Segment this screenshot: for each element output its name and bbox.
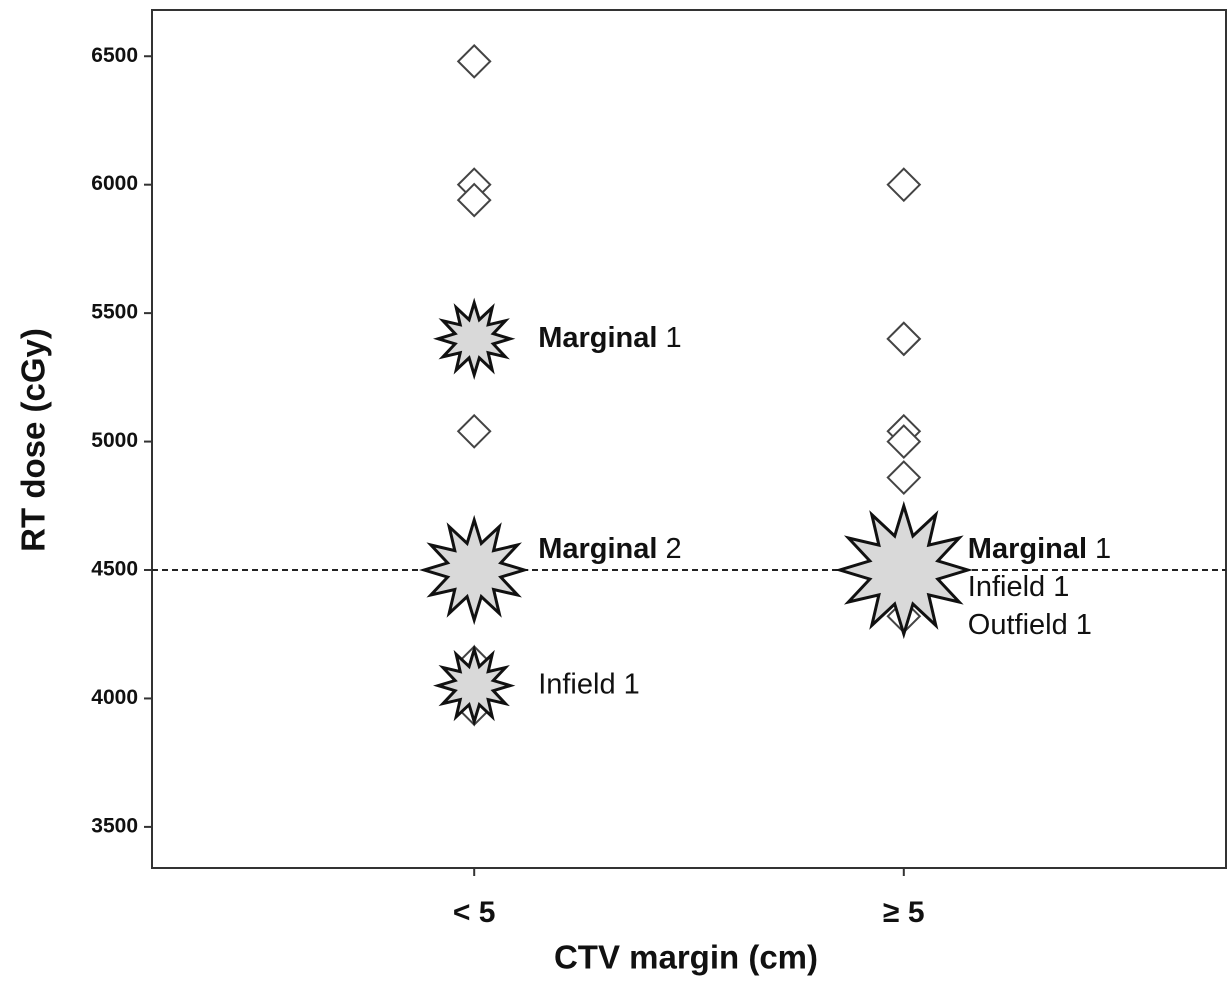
annotation: Marginal 1 — [968, 533, 1111, 565]
annotation-count: 1 — [624, 668, 640, 700]
annotation: Marginal 1 — [538, 321, 681, 353]
annotation-kind: Marginal — [968, 533, 1087, 565]
diamond-marker — [886, 460, 922, 495]
y-tick-label: 4000 — [91, 686, 138, 709]
y-tick-label: 3500 — [91, 814, 138, 837]
diamond-marker — [456, 43, 492, 79]
annotation: Infield 1 — [968, 571, 1070, 603]
annotation: Infield 1 — [538, 668, 640, 700]
star-marker — [433, 644, 516, 727]
star-marker — [419, 514, 530, 626]
annotation-kind: Infield — [968, 571, 1045, 603]
x-axis-title: CTV margin (cm) — [554, 939, 818, 976]
annotation-kind: Infield — [538, 668, 615, 700]
plot-frame — [151, 9, 1227, 869]
annotation-count: 1 — [665, 321, 681, 353]
y-tick-label: 5500 — [91, 301, 138, 324]
diamond-marker — [886, 424, 922, 459]
annotation: Outfield 1 — [968, 609, 1092, 641]
diamond-marker — [456, 413, 492, 449]
y-tick-label: 5000 — [91, 429, 138, 452]
annotation-count: 1 — [1053, 571, 1069, 603]
diamond-marker — [456, 182, 492, 218]
annotation-count: 1 — [1095, 533, 1111, 565]
annotation-count: 2 — [665, 533, 681, 565]
star-marker — [834, 500, 973, 640]
annotation-kind: Marginal — [538, 533, 657, 565]
y-tick-label: 6000 — [91, 172, 138, 195]
star-marker — [433, 297, 516, 380]
annotation: Marginal 2 — [538, 533, 681, 565]
y-axis-title: RT dose (cGy) — [15, 328, 52, 552]
annotation-kind: Outfield — [968, 609, 1068, 641]
y-tick-label: 6500 — [91, 44, 138, 67]
annotation-kind: Marginal — [538, 321, 657, 353]
x-tick-label: ≥ 5 — [883, 896, 924, 929]
y-tick-label: 4500 — [91, 558, 138, 581]
diamond-marker — [886, 167, 922, 203]
diamond-marker — [886, 321, 922, 357]
annotation-count: 1 — [1076, 609, 1092, 641]
x-tick-label: < 5 — [453, 896, 496, 929]
